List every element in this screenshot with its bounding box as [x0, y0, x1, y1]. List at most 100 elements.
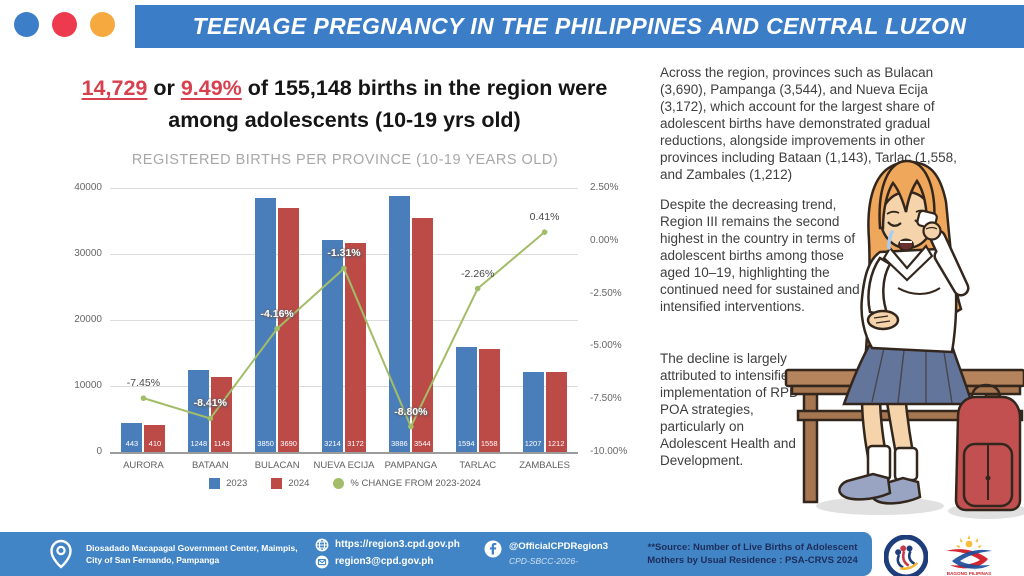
- secondary-y-axis-tick: 0.00%: [590, 234, 619, 246]
- headline-stat-percent: 9.49%: [180, 76, 242, 100]
- bar-value-label: 443: [125, 439, 139, 448]
- bar-2024-zambales: [545, 372, 567, 452]
- legend-item: 2024: [271, 478, 309, 489]
- bar-value-label: 1212: [547, 439, 565, 448]
- facebook-icon: [484, 540, 502, 558]
- gridline: [110, 188, 578, 189]
- bagong-pilipinas-logo: BAGONG PILIPINAS: [946, 535, 992, 576]
- page-title: TEENAGE PREGNANCY IN THE PHILIPPINES AND…: [192, 13, 967, 39]
- x-axis-label: ZAMBALES: [519, 460, 570, 471]
- bar-value-label: 3214: [324, 439, 341, 448]
- source-line1: **Source: Number of Live Births of Adole…: [647, 542, 858, 553]
- pct-change-label: -2.26%: [461, 267, 495, 280]
- legend-bar-marker: [209, 478, 221, 489]
- footer: Diosadado Macapagal Government Center, M…: [0, 532, 1024, 576]
- footer-address-line1: Diosadado Macapagal Government Center, M…: [86, 543, 298, 553]
- bar-2023-aurora: [121, 422, 143, 452]
- location-pin-icon: [50, 539, 72, 569]
- line-point: [408, 423, 414, 430]
- headline: 14,729 or 9.49% of 155,148 births in the…: [62, 72, 627, 137]
- bar-2023-tarlac: [455, 346, 477, 452]
- bar-value-label: 3690: [280, 439, 297, 448]
- line-point: [341, 265, 347, 272]
- line-point: [274, 325, 280, 332]
- bagong-pilipinas-label: BAGONG PILIPINAS: [947, 571, 991, 576]
- y-axis-tick: 10000: [74, 380, 102, 391]
- y-axis-tick: 20000: [74, 314, 102, 325]
- legend-label: % CHANGE FROM 2023-2024: [350, 478, 481, 489]
- footer-email-link[interactable]: region3@cpd.gov.ph: [335, 556, 434, 567]
- chart-legend: 2023 2024 % CHANGE FROM 2023-2024: [40, 478, 650, 489]
- gridline: [110, 452, 578, 454]
- bar-2023-zambales: [522, 372, 544, 452]
- line-point: [140, 395, 147, 401]
- legend-label: 2024: [288, 478, 310, 489]
- header-banner: TEENAGE PREGNANCY IN THE PHILIPPINES AND…: [135, 5, 1024, 48]
- footer-website-link[interactable]: https://region3.cpd.gov.ph: [335, 539, 460, 550]
- legend-item: 2023: [209, 478, 247, 489]
- bar-value-label: 1143: [213, 439, 230, 448]
- line-point: [207, 415, 214, 422]
- secondary-y-axis-tick: -5.00%: [590, 340, 622, 352]
- bar-value-label: 1558: [480, 439, 498, 448]
- red-backpack: [954, 383, 1022, 512]
- pct-change-line: [140, 229, 548, 430]
- bar-value-label: 1248: [190, 439, 208, 448]
- source-line2: Mothers by Usual Residence : PSA-CRVS 20…: [647, 555, 858, 566]
- line-point: [474, 285, 481, 292]
- bar-value-label: 3886: [391, 439, 408, 448]
- x-axis-label: NUEVA ECIJA: [313, 460, 375, 471]
- footer-address-line2: City of San Fernando, Pampanga: [86, 555, 220, 565]
- x-axis-label: AURORA: [123, 460, 164, 471]
- legend-bar-marker: [271, 478, 283, 489]
- footer-facebook-handle[interactable]: @OfficialCPDRegion3: [509, 541, 608, 552]
- x-axis-label: TARLAC: [459, 460, 497, 471]
- bar-2023-nueva-ecija: [322, 239, 343, 452]
- gridline: [110, 320, 578, 321]
- pct-change-label: -1.31%: [327, 247, 361, 260]
- footer-bar: [0, 532, 872, 576]
- secondary-y-axis-tick: 2.50%: [590, 182, 619, 193]
- bar-value-label: 410: [148, 439, 162, 448]
- pct-change-label: -8.41%: [193, 397, 227, 410]
- crying-pregnant-student-illustration: [784, 159, 1024, 519]
- y-axis-tick: 40000: [74, 182, 102, 193]
- pct-change-label: -8.80%: [394, 405, 428, 418]
- x-axis-label: BULACAN: [254, 460, 300, 471]
- secondary-y-axis-tick: -2.50%: [590, 287, 622, 299]
- paragraph-decline-cause: The decline is largely attributed to int…: [660, 351, 804, 468]
- bar-2023-bataan: [188, 369, 210, 452]
- bar-2024-nueva-ecija: [345, 242, 366, 452]
- secondary-y-axis-tick: -7.50%: [590, 393, 622, 405]
- bar-2024-bulacan: [278, 208, 300, 452]
- legend-item: % CHANGE FROM 2023-2024: [333, 478, 481, 489]
- globe-icon: [315, 538, 329, 552]
- envelope-icon: [315, 555, 329, 569]
- footer-publication-code: CPD-SBCC-2026-: [509, 556, 578, 566]
- paragraph-region-rank: Despite the decreasing trend, Region III…: [660, 197, 860, 314]
- bar-2024-aurora: [144, 424, 166, 452]
- bar-value-label: 1594: [457, 439, 475, 448]
- legend-label: 2023: [226, 478, 248, 489]
- orange-dot: [90, 12, 115, 37]
- x-axis-label: BATAAN: [191, 460, 229, 471]
- pct-change-label: -7.45%: [126, 377, 161, 390]
- secondary-y-axis-tick: -10.00%: [590, 446, 628, 457]
- chart-plot: REGISTERED BIRTHS PER PROVINCE (10-19 YE…: [40, 148, 650, 498]
- red-dot: [52, 12, 77, 37]
- bar-2023-bulacan: [255, 197, 277, 452]
- x-axis-label: PAMPANGA: [384, 460, 438, 471]
- line-point: [541, 229, 548, 235]
- headline-stat-births: 14,729: [81, 76, 148, 100]
- gridline: [110, 386, 578, 387]
- chart-title: REGISTERED BIRTHS PER PROVINCE (10-19 YE…: [131, 152, 559, 168]
- bar-value-label: 3172: [347, 439, 364, 448]
- headline-text: of 155,148 births in the region were amo…: [168, 76, 608, 133]
- bar-value-label: 3544: [414, 439, 431, 448]
- headline-text: or: [147, 76, 181, 100]
- pct-change-label: 0.41%: [529, 211, 560, 224]
- cpd-seal-logo: [884, 535, 928, 576]
- bar-value-label: 1207: [524, 439, 542, 448]
- bar-2024-tarlac: [478, 349, 500, 452]
